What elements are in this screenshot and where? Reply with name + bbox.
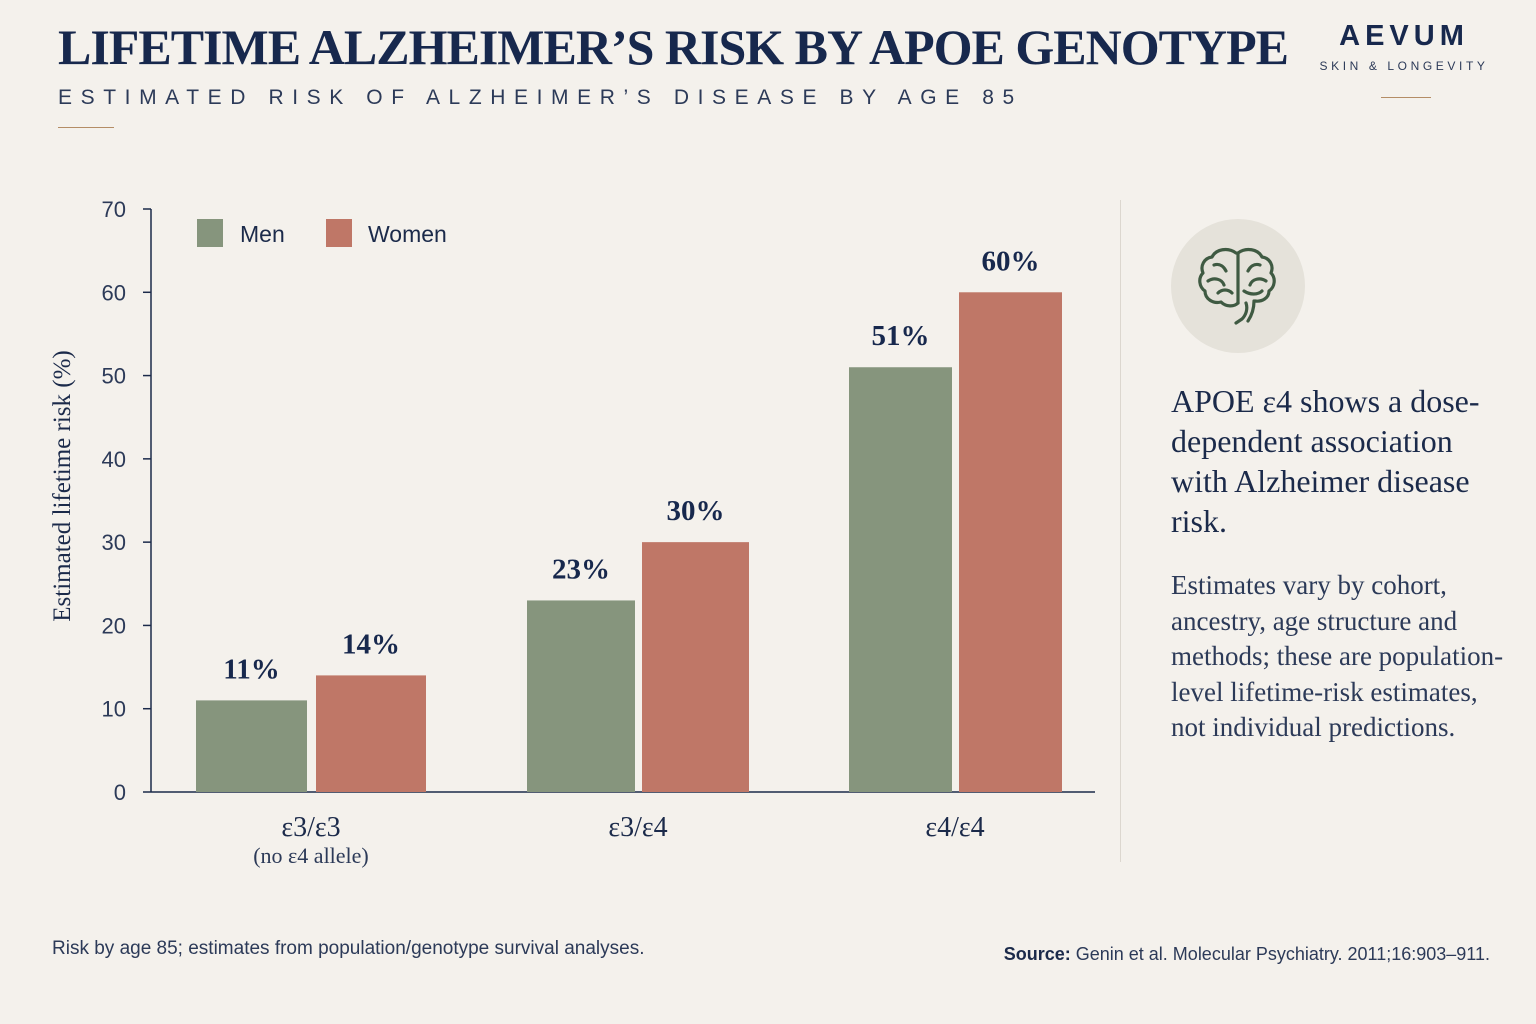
page-subtitle: ESTIMATED RISK OF ALZHEIMER’S DISEASE BY… — [58, 86, 1023, 109]
bar-men — [196, 700, 307, 792]
brand-logo: AEVUM SKIN & LONGEVITY — [1300, 20, 1508, 73]
legend-swatch-women — [326, 219, 352, 247]
x-tick-label: ε3/ε3 — [281, 812, 340, 843]
bar-women — [642, 542, 749, 792]
x-tick-sublabel: (no ε4 allele) — [253, 843, 369, 868]
y-tick-label: 20 — [102, 613, 126, 638]
brain-icon-badge — [1171, 219, 1305, 353]
y-tick-label: 70 — [102, 197, 126, 222]
bar-women — [316, 675, 426, 792]
bar-value-label: 51% — [872, 320, 930, 352]
bar-value-label: 30% — [667, 495, 725, 527]
legend-label-men: Men — [240, 221, 285, 247]
x-tick-label: ε4/ε4 — [925, 812, 984, 843]
insight-text: APOE ε4 shows a dose-dependent associati… — [1171, 383, 1480, 539]
y-tick-label: 60 — [102, 280, 126, 305]
legend-swatch-men — [197, 219, 223, 247]
source-citation: Source: Genin et al. Molecular Psychiatr… — [1004, 944, 1490, 965]
y-tick-label: 30 — [102, 530, 126, 555]
y-tick-label: 40 — [102, 447, 126, 472]
legend-label-women: Women — [368, 221, 447, 247]
page-title: LIFETIME ALZHEIMER’S RISK BY APOE GENOTY… — [58, 19, 1289, 75]
caveat-note: Estimates vary by cohort, ancestry, age … — [1171, 570, 1504, 742]
brand-rule — [1381, 97, 1431, 98]
bar-value-label: 14% — [342, 628, 400, 660]
footnote: Risk by age 85; estimates from populatio… — [52, 938, 645, 959]
y-tick-label: 50 — [102, 364, 126, 389]
x-tick-label: ε3/ε4 — [608, 812, 667, 843]
brand-name: AEVUM — [1339, 20, 1469, 52]
bar-chart: 0 10 20 30 40 50 60 70 Estimated lifetime risk (… — [49, 197, 1095, 868]
source-text: Genin et al. Molecular Psychiatry. 2011;… — [1075, 944, 1490, 964]
bar-men — [849, 367, 952, 792]
source-label: Source: — [1003, 944, 1071, 964]
bar-value-label: 23% — [552, 553, 610, 585]
bar-men — [527, 600, 635, 792]
y-tick-label: 10 — [102, 697, 126, 722]
title-rule — [58, 127, 114, 128]
sidebar-divider — [1120, 200, 1121, 862]
bar-women — [959, 292, 1062, 792]
bar-value-label: 11% — [223, 653, 279, 685]
bar-value-label: 60% — [982, 245, 1040, 277]
brain-icon — [1198, 247, 1276, 325]
y-tick-label: 0 — [114, 780, 126, 805]
y-axis-label: Estimated lifetime risk (%) — [49, 350, 76, 621]
brand-tagline: SKIN & LONGEVITY — [1319, 59, 1489, 73]
